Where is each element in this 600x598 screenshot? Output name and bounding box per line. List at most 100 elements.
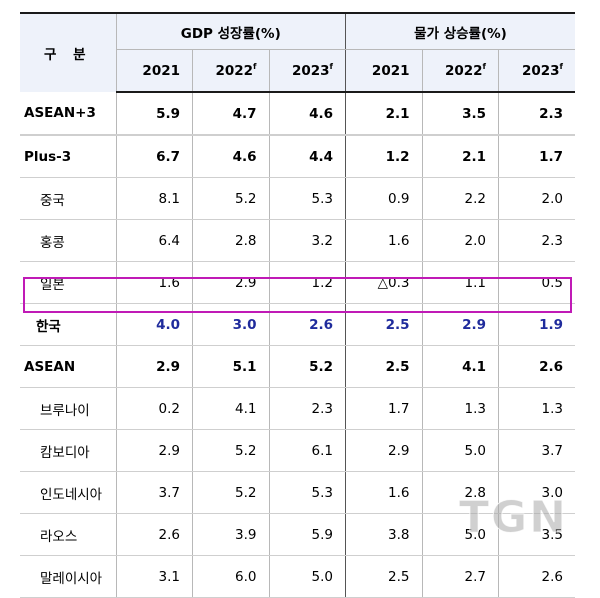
table-row: 라오스 2.6 3.9 5.9 3.8 5.0 3.5 (20, 513, 576, 556)
cpi-value-cell: 1.7 (345, 387, 422, 430)
gdp-value-cell: 8.1 (115, 177, 193, 220)
gdp-value-cell: 2.3 (268, 387, 346, 430)
cpi-value-cell: 1.7 (498, 135, 576, 178)
cpi-value-cell: 2.1 (345, 92, 422, 136)
table-row: 일본 1.6 2.9 1.2 △0.3 1.1 0.5 (20, 261, 576, 304)
cpi-value-cell: 0.5 (498, 261, 576, 304)
gdp-value-cell: 6.1 (268, 429, 346, 472)
gdp-value-cell: 5.3 (268, 471, 346, 514)
gdp-value-cell: 2.6 (115, 513, 193, 556)
row-label: 중국 (20, 177, 116, 220)
cpi-year-header: 2023f (498, 49, 576, 93)
forecast-table: 구 분 GDP 성장률(%) 물가 상승률(%) 2021 2022f 2023… (20, 12, 576, 598)
cpi-value-cell: 3.7 (498, 429, 576, 472)
table-row: 캄보디아 2.9 5.2 6.1 2.9 5.0 3.7 (20, 429, 576, 472)
table-row: 홍콩 6.4 2.8 3.2 1.6 2.0 2.3 (20, 219, 576, 262)
watermark-logo: TGN (459, 492, 568, 544)
gdp-value-cell: 5.9 (268, 513, 346, 556)
cpi-value-cell: 1.3 (421, 387, 499, 430)
gdp-value-cell: 4.0 (115, 303, 193, 346)
cpi-value-cell: 2.9 (345, 429, 422, 472)
gdp-value-cell: 6.7 (115, 135, 193, 178)
stub-header: 구 분 (20, 12, 116, 92)
cpi-value-cell: 2.3 (498, 219, 576, 262)
cpi-value-cell: 1.6 (345, 471, 422, 514)
cpi-value-cell: 5.0 (421, 513, 499, 556)
gdp-value-cell: 4.6 (192, 135, 269, 178)
table-header: 구 분 GDP 성장률(%) 물가 상승률(%) 2021 2022f 2023… (20, 12, 576, 93)
row-label: Plus-3 (20, 135, 116, 178)
gdp-value-cell: 5.9 (115, 92, 193, 136)
table-row: ASEAN 2.9 5.1 5.2 2.5 4.1 2.6 (20, 345, 576, 388)
gdp-group-header: GDP 성장률(%) (115, 12, 346, 50)
gdp-value-cell: 5.2 (192, 429, 269, 472)
gdp-value-cell: 5.0 (268, 555, 346, 598)
cpi-year-header: 2022f (421, 49, 499, 93)
row-label: 브루나이 (20, 387, 116, 430)
cpi-value-cell: 2.6 (498, 555, 576, 598)
gdp-value-cell: 5.3 (268, 177, 346, 220)
cpi-value-cell: 2.0 (498, 177, 576, 220)
table-row: 말레이시아 3.1 6.0 5.0 2.5 2.7 2.6 (20, 555, 576, 598)
cpi-value-cell: 1.3 (498, 387, 576, 430)
gdp-year-header: 2021 (115, 49, 193, 93)
row-label: 홍콩 (20, 219, 116, 262)
row-label: 라오스 (20, 513, 116, 556)
gdp-value-cell: 5.1 (192, 345, 269, 388)
cpi-value-cell: 3.8 (345, 513, 422, 556)
row-label: 인도네시아 (20, 471, 116, 514)
gdp-value-cell: 3.7 (115, 471, 193, 514)
gdp-value-cell: 2.6 (268, 303, 346, 346)
gdp-year-header: 2022f (192, 49, 269, 93)
gdp-value-cell: 3.1 (115, 555, 193, 598)
row-label: 일본 (20, 261, 116, 304)
gdp-value-cell: 3.9 (192, 513, 269, 556)
gdp-value-cell: 5.2 (192, 471, 269, 514)
gdp-value-cell: 3.0 (192, 303, 269, 346)
cpi-value-cell: 2.1 (421, 135, 499, 178)
gdp-value-cell: 4.4 (268, 135, 346, 178)
table-row: 인도네시아 3.7 5.2 5.3 1.6 2.8 3.0 (20, 471, 576, 514)
row-label: 한국 (20, 303, 116, 346)
gdp-value-cell: 4.1 (192, 387, 269, 430)
cpi-value-cell: 2.3 (498, 92, 576, 136)
cpi-value-cell: 1.2 (345, 135, 422, 178)
cpi-value-cell: 2.2 (421, 177, 499, 220)
cpi-value-cell: 0.9 (345, 177, 422, 220)
row-label: ASEAN (20, 345, 116, 388)
cpi-value-cell: 2.0 (421, 219, 499, 262)
table-row: ASEAN+3 5.9 4.7 4.6 2.1 3.5 2.3 (20, 92, 576, 136)
cpi-value-cell: 1.6 (345, 219, 422, 262)
gdp-value-cell: 0.2 (115, 387, 193, 430)
table-row: 한국 4.0 3.0 2.6 2.5 2.9 1.9 (20, 303, 576, 346)
table-body: ASEAN+3 5.9 4.7 4.6 2.1 3.5 2.3 Plus-3 6.7 4.6 4.4… (20, 92, 576, 598)
cpi-value-cell: 2.7 (421, 555, 499, 598)
cpi-value-cell: 3.5 (421, 92, 499, 136)
cpi-value-cell: 2.6 (498, 345, 576, 388)
cpi-value-cell: 2.5 (345, 555, 422, 598)
table-row: Plus-3 6.7 4.6 4.4 1.2 2.1 1.7 (20, 135, 576, 178)
cpi-value-cell: 4.1 (421, 345, 499, 388)
gdp-value-cell: 2.9 (192, 261, 269, 304)
cpi-value-cell: △0.3 (345, 261, 422, 304)
cpi-value-cell: 5.0 (421, 429, 499, 472)
gdp-value-cell: 4.7 (192, 92, 269, 136)
gdp-value-cell: 5.2 (192, 177, 269, 220)
cpi-group-header: 물가 상승률(%) (345, 12, 576, 50)
table-row: 중국 8.1 5.2 5.3 0.9 2.2 2.0 (20, 177, 576, 220)
gdp-value-cell: 2.9 (115, 345, 193, 388)
cpi-value-cell: 2.5 (345, 345, 422, 388)
cpi-value-cell: 1.9 (498, 303, 576, 346)
cpi-value-cell: 2.9 (421, 303, 499, 346)
gdp-year-header: 2023f (268, 49, 346, 93)
row-label: 캄보디아 (20, 429, 116, 472)
gdp-value-cell: 6.0 (192, 555, 269, 598)
gdp-value-cell: 5.2 (268, 345, 346, 388)
gdp-value-cell: 4.6 (268, 92, 346, 136)
gdp-value-cell: 6.4 (115, 219, 193, 262)
gdp-value-cell: 3.2 (268, 219, 346, 262)
row-label: ASEAN+3 (20, 92, 116, 136)
cpi-value-cell: 1.1 (421, 261, 499, 304)
gdp-value-cell: 1.6 (115, 261, 193, 304)
cpi-year-header: 2021 (345, 49, 422, 93)
